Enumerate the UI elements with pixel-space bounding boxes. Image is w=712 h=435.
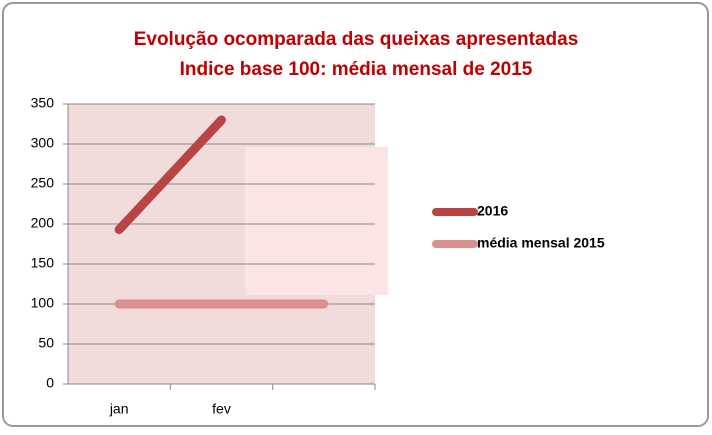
y-tick-label: 150 bbox=[31, 255, 55, 271]
y-tick-label: 250 bbox=[31, 175, 55, 191]
y-tick-label: 200 bbox=[31, 215, 55, 231]
y-tick-label: 0 bbox=[46, 375, 54, 391]
x-tick-label: jan bbox=[109, 401, 129, 417]
chart-subtitle: Indice base 100: média mensal de 2015 bbox=[180, 59, 533, 80]
legend-label: 2016 bbox=[477, 203, 508, 219]
y-tick-label: 50 bbox=[38, 335, 54, 351]
y-tick-label: 300 bbox=[31, 135, 55, 151]
y-tick-label: 350 bbox=[31, 95, 55, 111]
y-tick-label: 100 bbox=[31, 295, 55, 311]
chart-title: Evolução ocomparada das queixas apresent… bbox=[134, 29, 579, 50]
plot-highlight bbox=[245, 147, 388, 295]
x-tick-label: fev bbox=[212, 401, 231, 417]
legend-label: média mensal 2015 bbox=[477, 235, 605, 251]
series-line bbox=[114, 115, 226, 235]
